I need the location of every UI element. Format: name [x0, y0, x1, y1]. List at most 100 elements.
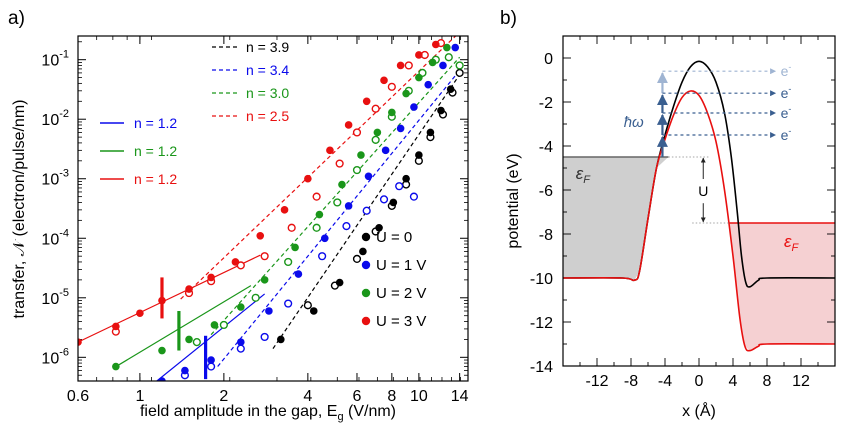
- data-point-filled: [373, 128, 382, 137]
- panel-b-label: b): [500, 8, 517, 29]
- photon-label: ħω: [624, 114, 644, 131]
- legend-top-label: n = 3.9: [246, 39, 289, 55]
- panel-b-ylabel: potential (eV): [505, 153, 522, 248]
- panel-a-xlabel: field amplitude in the gap, Eg (V/nm): [140, 403, 396, 423]
- fermi-label-sub: F: [791, 242, 799, 254]
- y-tick-base: 10: [41, 231, 59, 248]
- y-tick-base: 10: [41, 291, 59, 308]
- potential-curve: [563, 90, 835, 352]
- data-point-open: [333, 198, 342, 207]
- electron-label: e-: [781, 84, 792, 101]
- data-point-open: [352, 128, 362, 137]
- data-point-filled: [136, 309, 144, 318]
- y-tick-label: -2: [539, 95, 553, 112]
- x-tick-label: 8: [387, 388, 396, 405]
- electron-label: e-: [781, 104, 792, 121]
- electron-sup: -: [788, 84, 791, 94]
- x-tick-label: 0.6: [67, 388, 89, 405]
- data-point-filled: [315, 210, 324, 219]
- data-point-filled: [446, 85, 455, 93]
- legend-marker-dot: [361, 260, 371, 270]
- x-tick-label: 12: [792, 373, 810, 390]
- data-point-filled: [415, 73, 423, 82]
- y-tick-label: 10-4: [41, 227, 69, 248]
- x-tick-label: -4: [658, 373, 672, 390]
- data-point-open: [455, 68, 464, 77]
- fit-line: [180, 36, 457, 300]
- data-point-filled: [207, 356, 215, 364]
- panel-a-frame: [77, 35, 469, 382]
- data-point-filled: [210, 321, 219, 329]
- data-point-filled: [362, 97, 371, 106]
- fermi-label-sub: F: [583, 174, 591, 186]
- data-point-open: [335, 159, 344, 168]
- data-point-filled: [265, 307, 273, 315]
- data-point-filled: [280, 206, 289, 214]
- x-tick-label: 2: [219, 388, 228, 405]
- y-tick-label: -10: [530, 271, 553, 288]
- panel-b-frame: [562, 35, 836, 367]
- y-tick-label: 10-1: [41, 49, 69, 70]
- data-point-open: [444, 53, 453, 62]
- panel-b-curves: [563, 60, 835, 352]
- data-point-open: [352, 165, 362, 175]
- electron-label: e-: [781, 62, 792, 79]
- data-point-open: [362, 206, 371, 215]
- data-point-filled: [380, 76, 388, 85]
- data-point-filled: [291, 243, 299, 252]
- y-tick-base: 10: [41, 53, 59, 70]
- x-tick-label: -12: [585, 373, 608, 390]
- electron-label: e-: [781, 126, 792, 143]
- data-point-filled: [344, 121, 353, 129]
- data-point-filled: [338, 180, 346, 189]
- y-tick-label: -12: [530, 315, 553, 332]
- legend-marker-label: U = 1 V: [376, 257, 426, 274]
- y-tick-exponent: -6: [59, 346, 69, 358]
- fill-region-right: [729, 223, 835, 351]
- data-point-filled: [364, 172, 373, 181]
- y-tick-label: 10-2: [41, 108, 69, 129]
- fit-line: [112, 285, 252, 369]
- data-point-filled: [357, 151, 365, 159]
- legend-top-label: n = 2.5: [246, 108, 289, 124]
- fit-line: [210, 56, 461, 336]
- electron-sup: -: [788, 126, 791, 136]
- electron-symbol: e: [781, 127, 789, 143]
- data-point-filled: [428, 58, 437, 67]
- data-point-filled: [277, 335, 285, 344]
- data-point-filled: [181, 366, 189, 375]
- data-point-filled: [437, 106, 445, 115]
- data-point-open: [260, 332, 269, 342]
- data-point-filled: [256, 231, 265, 240]
- panel-a-threshold-bars: [160, 277, 208, 380]
- fit-line: [272, 74, 461, 349]
- data-point-filled: [185, 335, 193, 344]
- fermi-label-left: εF: [576, 164, 591, 186]
- data-point-filled: [402, 174, 410, 183]
- data-point-filled: [112, 362, 120, 371]
- data-point-open: [318, 252, 327, 261]
- electron-symbol: e: [781, 85, 789, 101]
- data-point-open: [371, 135, 380, 144]
- panel-a-data-points: [78, 38, 464, 381]
- data-point-filled: [294, 270, 303, 278]
- x-tick-label: 1: [135, 388, 144, 405]
- data-point-open: [236, 261, 245, 270]
- data-point-open: [251, 293, 260, 302]
- y-tick-exponent: -5: [59, 287, 69, 299]
- fermi-label-symbol: ε: [576, 164, 584, 183]
- data-point-filled: [415, 151, 423, 159]
- data-point-filled: [231, 258, 240, 266]
- fit-line: [78, 254, 261, 343]
- data-point-open: [312, 223, 321, 232]
- fit-line: [217, 70, 461, 367]
- y-tick-label: 10-6: [41, 346, 69, 367]
- data-point-open: [260, 252, 269, 261]
- electron-symbol: e: [781, 63, 789, 79]
- data-point-filled: [424, 80, 432, 89]
- data-point-filled: [158, 377, 166, 381]
- x-tick-label: 6: [353, 388, 362, 405]
- y-tick-label: -6: [539, 183, 553, 200]
